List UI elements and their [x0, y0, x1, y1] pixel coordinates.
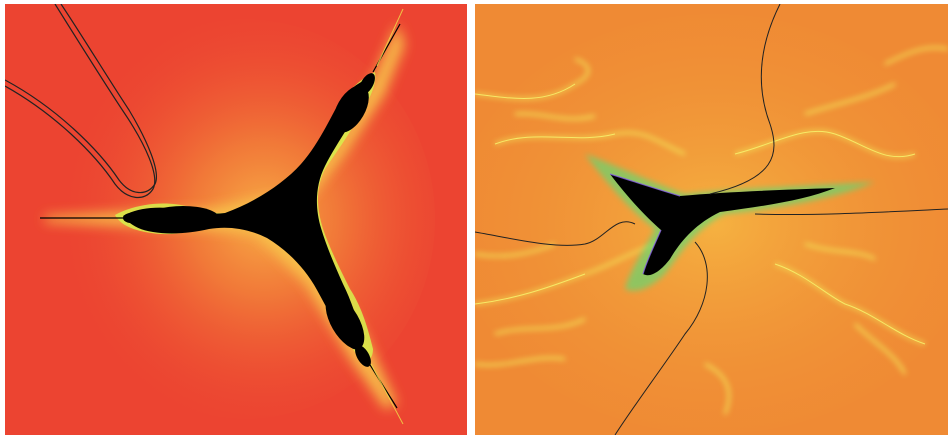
right-fractal-panel [475, 4, 948, 435]
right-fractal-image [475, 4, 948, 435]
left-fractal-panel [5, 4, 467, 435]
left-fractal-image [5, 4, 467, 435]
left-set-body [123, 80, 366, 350]
left-contour-curve [5, 4, 157, 198]
left-arm-blobs [123, 73, 375, 367]
right-contour-curves [475, 4, 948, 435]
right-set-body [610, 174, 835, 276]
